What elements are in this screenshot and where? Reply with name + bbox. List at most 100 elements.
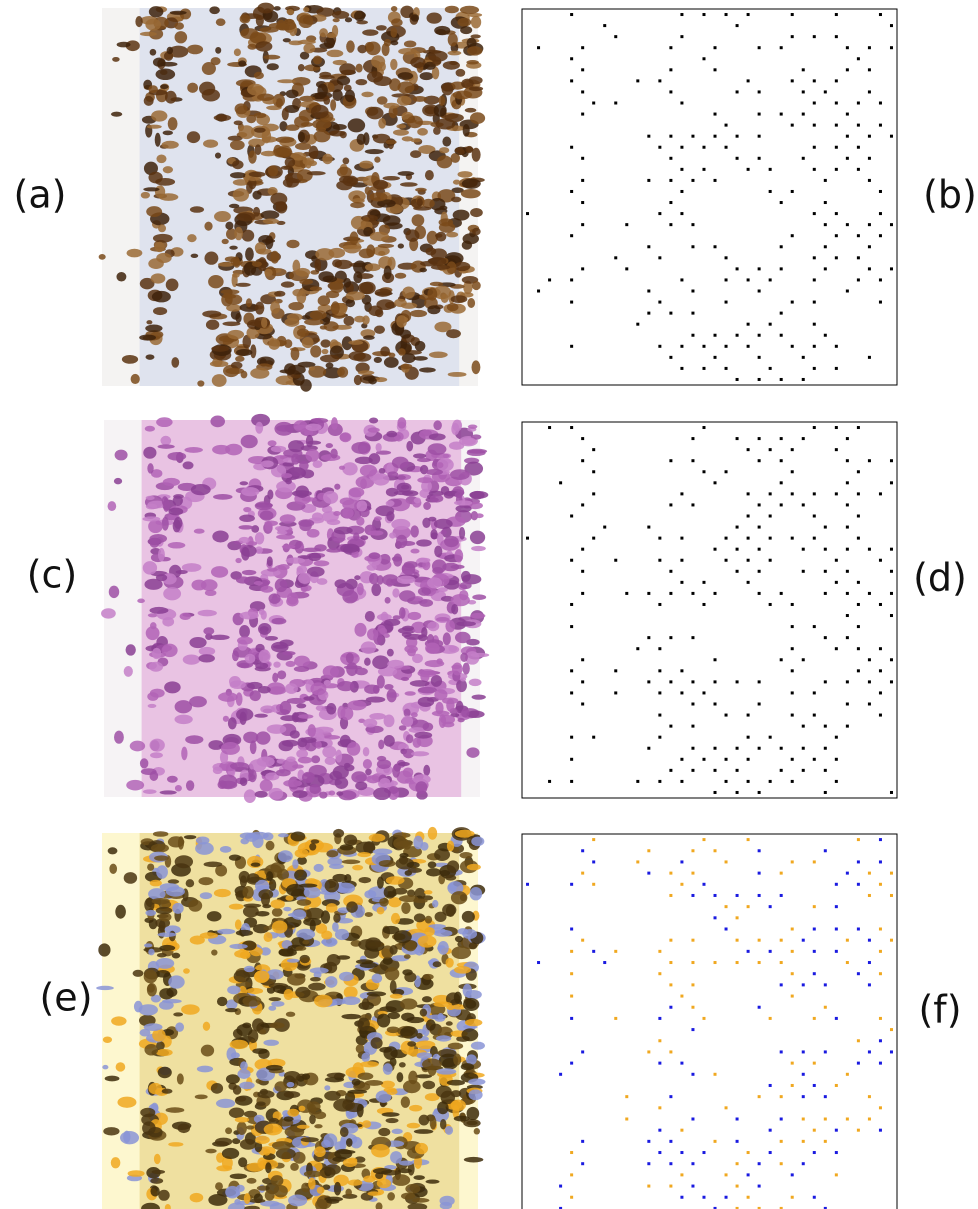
spot (702, 146, 705, 149)
spot (758, 290, 761, 293)
spot (824, 592, 827, 595)
tissue-blob (326, 443, 333, 448)
spot (592, 102, 595, 105)
tissue-blob (217, 997, 227, 1006)
tissue-blob (268, 788, 283, 800)
spot (802, 939, 805, 942)
spot (747, 168, 750, 171)
plot-frame (522, 9, 897, 385)
spot (846, 113, 849, 116)
spot (890, 46, 893, 49)
tissue-blob (254, 581, 263, 585)
tissue-blob (334, 527, 353, 535)
tissue-blob (401, 677, 409, 681)
tissue-blob (362, 1120, 371, 1128)
tissue-blob (371, 1144, 390, 1158)
tissue-blob (170, 11, 187, 15)
tissue-blob (314, 560, 330, 566)
spot (824, 267, 827, 270)
spot (857, 146, 860, 149)
spot (570, 1196, 573, 1199)
tissue-blob (310, 418, 328, 424)
spot (581, 703, 584, 706)
tissue-blob (297, 737, 307, 747)
spot (680, 35, 683, 38)
tissue-blob (159, 988, 174, 999)
tissue-blob (235, 356, 244, 362)
spot (780, 592, 783, 595)
tissue-blob (286, 1012, 295, 1017)
tissue-blob (324, 1091, 341, 1101)
tissue-blob (235, 103, 248, 114)
spot (647, 872, 650, 875)
spot (669, 872, 672, 875)
spot (658, 146, 661, 149)
tissue-blob (352, 1079, 361, 1086)
tissue-blob (333, 1099, 353, 1112)
tissue-blob (348, 118, 366, 132)
tissue-blob (263, 1040, 279, 1046)
spot (835, 883, 838, 886)
tissue-blob (357, 852, 370, 857)
tissue-blob (471, 836, 484, 846)
spot (802, 1140, 805, 1143)
tissue-blob (147, 463, 153, 473)
tissue-blob (409, 1105, 422, 1112)
spot (658, 950, 661, 953)
tissue-blob (470, 613, 485, 619)
spot (802, 658, 805, 661)
spot (669, 680, 672, 683)
tissue-blob (245, 247, 254, 261)
spot (857, 860, 860, 863)
tissue-blob (244, 966, 255, 972)
tissue-blob (328, 248, 345, 258)
tissue-blob (414, 497, 421, 503)
tissue-blob (258, 623, 271, 635)
tissue-blob (284, 19, 294, 24)
spot (791, 972, 794, 975)
spot (570, 515, 573, 518)
tissue-blob (276, 136, 295, 143)
tissue-blob (435, 234, 442, 238)
tissue-blob (211, 346, 229, 352)
tissue-blob (149, 662, 163, 672)
spot (691, 437, 694, 440)
tissue-blob (229, 904, 244, 910)
spot (802, 747, 805, 750)
tissue-blob (162, 141, 179, 149)
tissue-blob (183, 461, 194, 469)
spot (702, 1196, 705, 1199)
spot (791, 470, 794, 473)
spot (581, 658, 584, 661)
spot (813, 1151, 816, 1154)
tissue-blob (187, 83, 198, 93)
tissue-blob (124, 666, 133, 677)
spot (691, 725, 694, 728)
tissue-blob (396, 315, 407, 328)
spot (879, 714, 882, 717)
spot (835, 448, 838, 451)
tissue-blob (167, 47, 173, 55)
tissue-blob (316, 705, 325, 711)
tissue-blob (273, 985, 286, 993)
tissue-blob (157, 932, 176, 937)
tissue-blob (303, 43, 315, 53)
spot (680, 345, 683, 348)
tissue-blob (239, 1082, 254, 1090)
tissue-blob (259, 609, 265, 615)
tissue-blob (172, 953, 181, 959)
spot (791, 537, 794, 540)
spot (791, 928, 794, 931)
spot (669, 725, 672, 728)
tissue-blob (236, 708, 253, 721)
tissue-blob (439, 147, 449, 153)
tissue-blob (468, 1078, 485, 1085)
spot (581, 592, 584, 595)
spot (570, 625, 573, 628)
spot (669, 939, 672, 942)
tissue-blob (470, 208, 483, 217)
tissue-blob (294, 666, 310, 672)
spot (857, 102, 860, 105)
tissue-blob (239, 525, 254, 530)
tissue-blob (115, 450, 128, 461)
